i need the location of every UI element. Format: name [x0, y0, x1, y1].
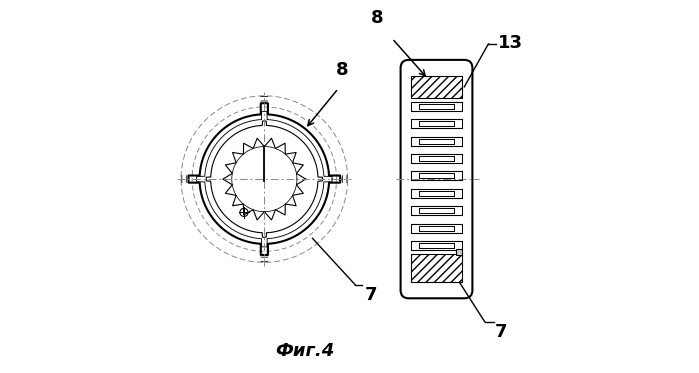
Text: 7: 7	[364, 286, 377, 304]
Text: 13: 13	[498, 34, 523, 52]
Bar	[411, 254, 462, 282]
Bar	[411, 76, 462, 98]
Bar	[456, 250, 461, 256]
Text: Фиг.4: Фиг.4	[275, 342, 335, 360]
Text: 8: 8	[336, 61, 348, 79]
FancyBboxPatch shape	[401, 60, 473, 298]
Text: 7: 7	[495, 323, 507, 341]
Text: 8: 8	[371, 9, 384, 27]
